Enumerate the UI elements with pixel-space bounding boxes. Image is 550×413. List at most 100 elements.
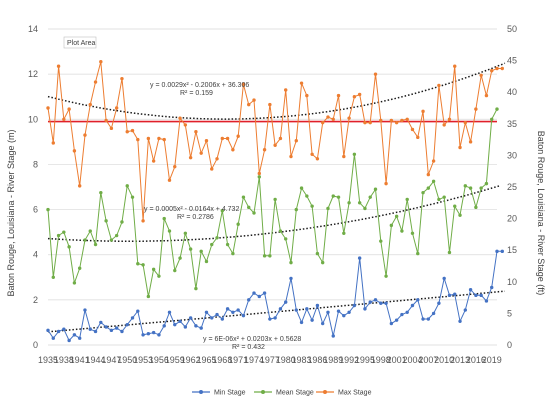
min-stage-point bbox=[162, 324, 166, 328]
max-stage-point bbox=[373, 72, 378, 76]
max-stage-point bbox=[247, 102, 251, 107]
max-stage-point bbox=[479, 73, 483, 77]
mean-stage-point bbox=[109, 238, 114, 242]
y2-tick-label-9: 45 bbox=[507, 56, 517, 66]
max-stage-legend-marker bbox=[323, 390, 327, 394]
min-stage-point bbox=[136, 309, 140, 313]
x-tick-label-21: 1998 bbox=[371, 355, 391, 365]
mean-stage-point bbox=[67, 245, 71, 249]
min-stage-point bbox=[72, 333, 77, 337]
mean-stage-point bbox=[136, 262, 140, 266]
x-tick-label-17: 1986 bbox=[307, 355, 327, 365]
max-trend-equation: y = 0.0029x² - 0.2006x + 36.306 bbox=[150, 82, 249, 89]
mean-stage-point bbox=[474, 205, 478, 210]
max-stage-point bbox=[199, 151, 203, 155]
max-stage-point bbox=[77, 184, 82, 188]
mean-stage-point bbox=[299, 186, 304, 190]
mean-stage-point bbox=[56, 233, 61, 238]
max-stage-point bbox=[183, 123, 188, 127]
max-stage-point bbox=[104, 118, 108, 123]
max-stage-point bbox=[262, 148, 267, 152]
mean-stage-point bbox=[188, 247, 193, 251]
x-tick-label-2: 1941 bbox=[70, 355, 90, 365]
max-stage-point bbox=[299, 81, 304, 85]
min-stage-point bbox=[241, 313, 246, 318]
gridlines bbox=[48, 28, 497, 346]
mean-stage-point bbox=[453, 204, 457, 208]
mean-stage-point bbox=[347, 201, 351, 205]
mean-stage-point bbox=[130, 195, 135, 199]
max-stage-point bbox=[368, 120, 372, 125]
y2-tick-label-8: 40 bbox=[507, 87, 517, 97]
max-stage-point bbox=[336, 93, 341, 98]
x-tick-label-0: 1935 bbox=[38, 355, 58, 365]
min-stage-point bbox=[447, 293, 452, 298]
max-stage-line bbox=[47, 61, 503, 221]
plot-area-label-box bbox=[63, 36, 97, 49]
mean-stage-point bbox=[151, 267, 156, 272]
mean-stage-point bbox=[463, 184, 468, 188]
min-stage-point bbox=[352, 303, 357, 308]
mean-stage-point bbox=[278, 229, 283, 233]
min-stage-point bbox=[204, 310, 209, 314]
mean-stage-point bbox=[194, 286, 198, 291]
y-tick-label-1: 2 bbox=[33, 295, 38, 305]
min-stage-point bbox=[357, 256, 362, 260]
min-stage-point bbox=[46, 328, 50, 333]
min-stage-point bbox=[141, 333, 145, 337]
min-stage-point bbox=[373, 298, 378, 302]
series-points bbox=[46, 60, 504, 343]
mean-stage-point bbox=[416, 251, 420, 256]
y-tick-label-0: 0 bbox=[33, 340, 38, 350]
max-stage-point bbox=[46, 106, 50, 110]
mean-stage-point bbox=[220, 209, 225, 213]
max-stage-point bbox=[474, 107, 478, 111]
max-stage-legend-label: Max Stage bbox=[338, 390, 372, 397]
x-tick-label-10: 1965 bbox=[196, 355, 216, 365]
max-stage-point bbox=[273, 143, 277, 147]
max-stage-point bbox=[410, 127, 415, 132]
mean-stage-point bbox=[458, 213, 462, 217]
mean-stage-point bbox=[210, 242, 214, 247]
max-stage-point bbox=[215, 157, 219, 161]
mean-stage-point bbox=[310, 204, 314, 208]
y2-tick-label-7: 35 bbox=[507, 119, 517, 129]
max-stage-point bbox=[347, 116, 351, 120]
min-stage-point bbox=[210, 316, 214, 320]
left-y-axis-ticks: 0 2 4 6 8 10 12 14 bbox=[28, 24, 38, 350]
mean-stage-point bbox=[247, 205, 251, 210]
mean-stage-point bbox=[257, 175, 261, 179]
min-stage-point bbox=[252, 291, 256, 295]
min-stage-point bbox=[289, 276, 293, 281]
max-stage-point bbox=[146, 136, 151, 141]
x-tick-label-4: 1947 bbox=[101, 355, 121, 365]
mean-stage-point bbox=[215, 236, 219, 240]
x-tick-label-27: 2016 bbox=[466, 355, 486, 365]
mean-stage-point bbox=[225, 242, 230, 247]
min-stage-point bbox=[326, 310, 330, 314]
mean-stage-point bbox=[352, 152, 357, 156]
max-stage-point bbox=[56, 64, 61, 68]
min-stage-point bbox=[56, 329, 61, 334]
max-stage-point bbox=[194, 130, 198, 134]
min-stage-point bbox=[284, 300, 288, 304]
mean-stage-point bbox=[183, 231, 188, 235]
y2-tick-label-2: 10 bbox=[507, 277, 517, 287]
mean-stage-point bbox=[305, 194, 309, 198]
max-stage-point bbox=[130, 128, 135, 133]
min-trend-equation: y = 6E-06x² + 0.0203x + 0.5628 bbox=[203, 336, 301, 343]
x-tick-label-6: 1953 bbox=[133, 355, 153, 365]
min-stage-point bbox=[426, 317, 431, 321]
y2-tick-label-0: 0 bbox=[507, 340, 512, 350]
min-stage-point bbox=[99, 320, 103, 325]
max-stage-point bbox=[326, 115, 330, 119]
max-stage-point bbox=[120, 76, 124, 81]
min-stage-point bbox=[77, 336, 82, 340]
x-tick-label-22: 2001 bbox=[387, 355, 407, 365]
max-stage-point bbox=[173, 164, 177, 169]
mean-stage-point bbox=[231, 251, 235, 256]
x-axis-ticks: 1935193819411944194719501953195619591962… bbox=[38, 355, 502, 365]
plot-area-label: Plot Area bbox=[67, 40, 96, 47]
mean-stage-point bbox=[273, 197, 277, 202]
x-tick-label-25: 2010 bbox=[434, 355, 454, 365]
